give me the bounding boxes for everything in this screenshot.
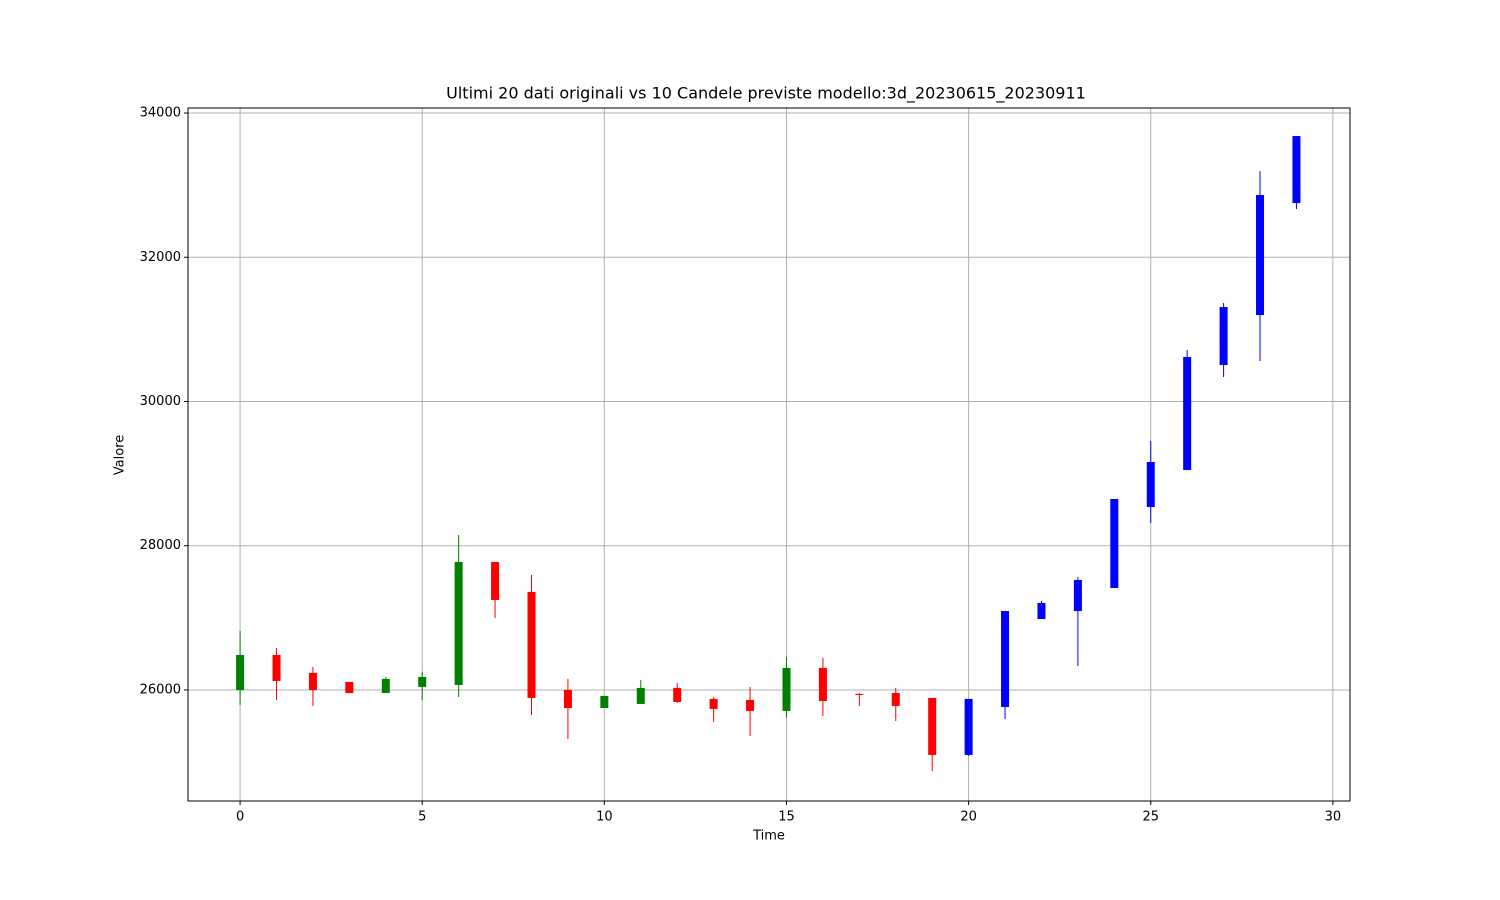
- candle-body: [418, 676, 427, 687]
- y-axis-label: Valore: [113, 435, 128, 475]
- candle-body: [1183, 357, 1192, 471]
- candle-body: [491, 561, 500, 600]
- x-tick-label: 20: [960, 810, 977, 825]
- candle-body: [1073, 579, 1082, 611]
- candle-body: [272, 654, 281, 681]
- x-tick-label: 30: [1325, 810, 1342, 825]
- candle-body: [527, 591, 536, 698]
- candle-body: [1037, 602, 1046, 619]
- candle-body: [1292, 136, 1301, 204]
- candle-body: [345, 681, 354, 693]
- candle-body: [1219, 307, 1228, 366]
- candle-body: [891, 692, 900, 706]
- candle-body: [709, 698, 718, 709]
- candle-body: [563, 689, 572, 708]
- candle-body: [1001, 610, 1010, 707]
- candle-body: [928, 697, 937, 755]
- candle-body: [746, 699, 755, 711]
- candle-body: [964, 698, 973, 755]
- x-axis-label: Time: [752, 829, 785, 844]
- y-tick-label: 28000: [140, 538, 181, 553]
- candle-body: [381, 678, 390, 693]
- x-tick-label: 10: [596, 810, 613, 825]
- y-tick-label: 30000: [140, 394, 181, 409]
- candle-body: [782, 667, 791, 711]
- x-tick-label: 0: [236, 810, 244, 825]
- candle-body: [636, 687, 645, 704]
- x-tick-label: 25: [1142, 810, 1159, 825]
- candle-body: [1110, 498, 1119, 588]
- y-tick-label: 32000: [140, 250, 181, 265]
- chart-title: Ultimi 20 dati originali vs 10 Candele p…: [446, 84, 1086, 104]
- plot-frame: [187, 107, 1351, 802]
- candle-body: [600, 695, 609, 708]
- y-tick-label: 26000: [140, 682, 181, 697]
- y-tick-label: 34000: [140, 106, 181, 121]
- candle-body: [855, 693, 864, 695]
- candle-body: [236, 654, 245, 690]
- candle-body: [454, 561, 463, 685]
- candle-body: [1256, 195, 1265, 316]
- x-tick-label: 15: [778, 810, 795, 825]
- x-tick-label: 5: [418, 810, 426, 825]
- candle-body: [818, 667, 827, 701]
- candle-body: [308, 672, 317, 690]
- candle-body: [673, 687, 682, 702]
- candle-body: [1146, 461, 1155, 507]
